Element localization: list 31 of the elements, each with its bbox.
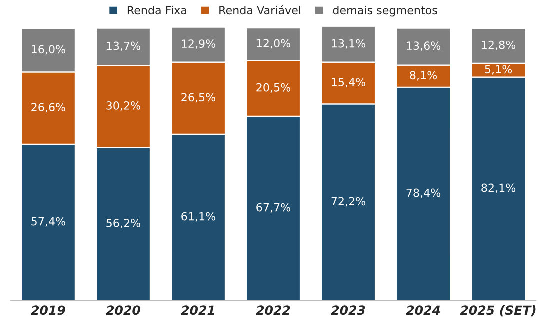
data-label: 5,1% [485, 65, 512, 75]
legend-label: demais segmentos [333, 6, 438, 17]
x-tick-label: 2021 [181, 306, 214, 316]
data-label: 8,1% [410, 71, 438, 81]
data-label: 12,9% [182, 40, 216, 50]
data-label: 13,7% [107, 42, 140, 52]
x-tick-label: 2022 [256, 306, 290, 316]
data-label: 12,0% [257, 39, 291, 49]
data-label: 56,2% [106, 218, 140, 229]
data-label: 26,6% [32, 103, 66, 113]
data-label: 12,8% [482, 40, 516, 50]
legend-label: Renda Fixa [128, 6, 186, 15]
data-label: 16,0% [32, 45, 66, 55]
legend-label: Renda Variável [220, 6, 300, 15]
data-label: 57,4% [32, 217, 66, 227]
x-tick-label: 2023 [331, 306, 366, 316]
x-tick-label: 2024 [406, 306, 440, 316]
data-label: 15,4% [332, 78, 366, 88]
data-label: 78,4% [406, 188, 441, 198]
data-label: 13,1% [332, 39, 366, 49]
data-label: 82,1% [482, 184, 516, 194]
data-label: 20,5% [256, 83, 291, 93]
data-label: 30,2% [106, 102, 140, 112]
data-label: 67,7% [256, 203, 291, 213]
x-tick-label: 2020 [106, 306, 140, 316]
data-label: 61,1% [182, 212, 216, 222]
data-label: 13,6% [407, 42, 441, 52]
x-tick-label: 2025 (SET) [460, 305, 536, 317]
data-label: 26,5% [182, 93, 216, 103]
data-label: 72,2% [332, 197, 366, 207]
x-tick-label: 2019 [31, 306, 66, 316]
